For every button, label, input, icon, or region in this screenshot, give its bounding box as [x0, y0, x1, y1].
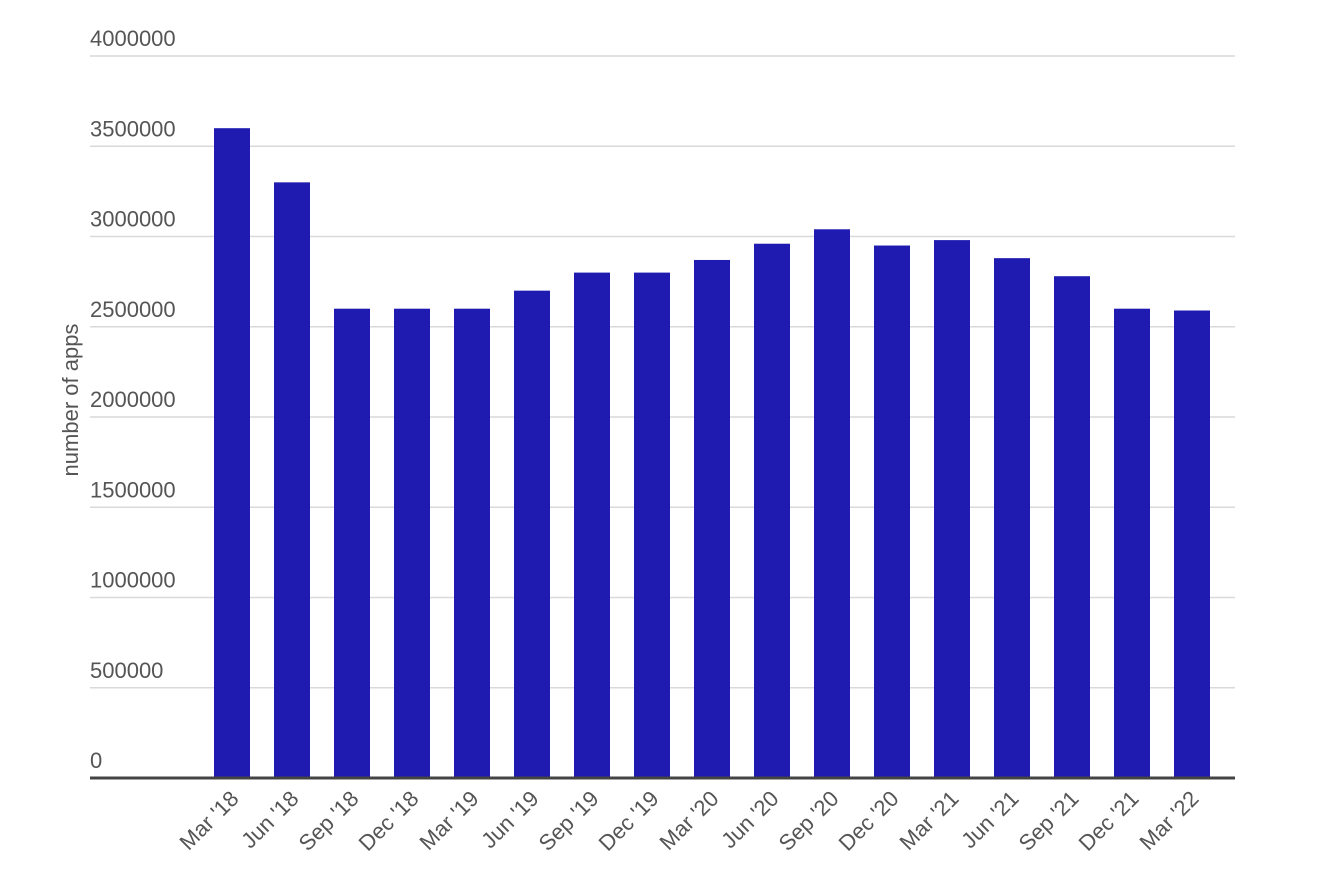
bar: [994, 258, 1030, 778]
y-tick-label: 3500000: [90, 116, 176, 141]
bar: [1114, 308, 1150, 778]
bar: [874, 245, 910, 778]
x-tick-label: Sep '18: [294, 786, 364, 856]
x-tick-label: Sep '20: [774, 786, 844, 856]
x-tick-label: Dec '18: [354, 786, 424, 856]
bar: [1174, 310, 1210, 778]
y-tick-label: 3000000: [90, 207, 176, 232]
bar: [934, 240, 970, 779]
bar: [634, 272, 670, 778]
bar: [454, 308, 490, 778]
bar: [274, 182, 310, 779]
y-tick-label: 1000000: [90, 568, 176, 593]
x-tick-label: Sep '19: [534, 786, 604, 856]
bar: [694, 259, 730, 779]
y-tick-label: 4000000: [90, 26, 176, 51]
y-axis-label: number of apps: [58, 324, 83, 477]
bar: [514, 290, 550, 778]
x-tick-label: Jun '20: [716, 786, 783, 853]
y-tick-label: 500000: [90, 658, 163, 683]
x-tick-label: Mar '22: [1134, 786, 1203, 855]
x-tick-label: Mar '20: [654, 786, 723, 855]
bar: [814, 229, 850, 778]
bar: [574, 272, 610, 778]
x-tick-label: Dec '19: [594, 786, 664, 856]
y-tick-label: 1500000: [90, 477, 176, 502]
x-tick-label: Jun '21: [956, 786, 1023, 853]
bar: [334, 308, 370, 778]
x-tick-label: Mar '18: [174, 786, 243, 855]
x-tick-label: Sep '21: [1014, 786, 1084, 856]
bar: [394, 308, 430, 778]
bar: [1054, 276, 1090, 778]
x-tick-label: Mar '21: [894, 786, 963, 855]
x-tick-label: Mar '19: [414, 786, 483, 855]
y-tick-label: 2000000: [90, 387, 176, 412]
y-tick-label: 2500000: [90, 297, 176, 322]
bar: [754, 243, 790, 779]
x-tick-label: Jun '18: [236, 786, 303, 853]
bar: [214, 128, 250, 778]
x-tick-label: Dec '21: [1074, 786, 1144, 856]
y-tick-label: 0: [90, 748, 102, 773]
x-tick-label: Dec '20: [834, 786, 904, 856]
x-tick-label: Jun '19: [476, 786, 543, 853]
